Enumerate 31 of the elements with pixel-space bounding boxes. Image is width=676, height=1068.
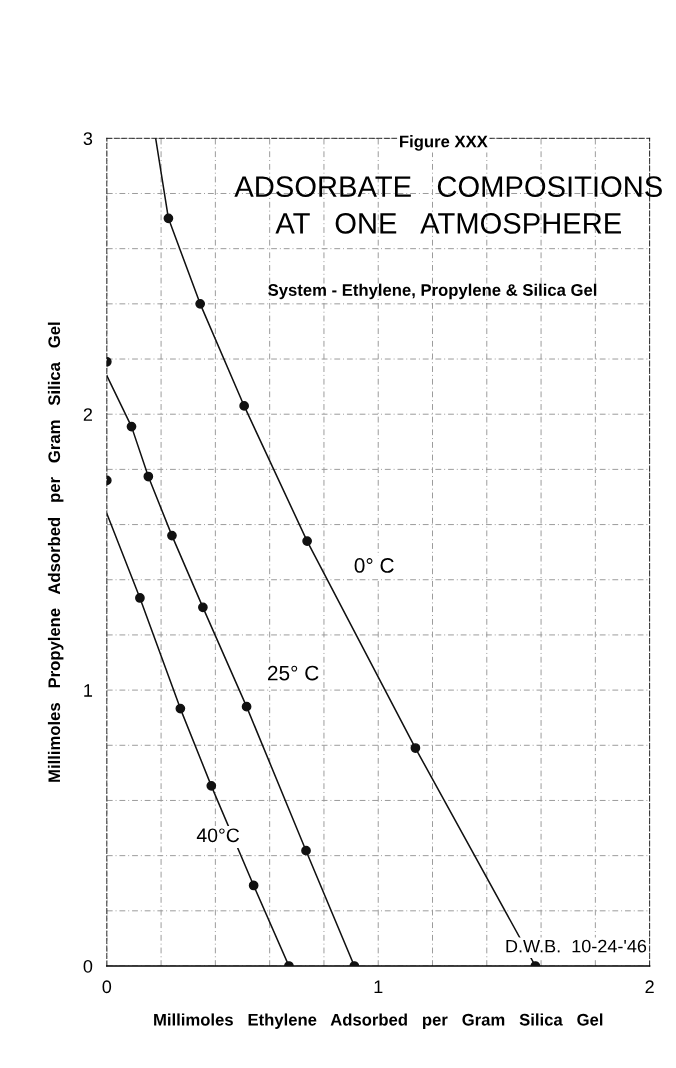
annotation: D.W.B. 10-24-'46: [506, 939, 647, 953]
y-tick-label: 3: [83, 132, 93, 146]
y-tick-label: 2: [83, 408, 93, 421]
point: [302, 536, 312, 546]
annotation: 40°C: [196, 828, 240, 843]
point: [248, 880, 259, 891]
x-axis-title: Millimoles Ethylene Adsorbed per Gram Silica Gel: [154, 1013, 603, 1029]
point: [301, 845, 311, 856]
point: [410, 743, 421, 753]
text: System - Ethylene, Propylene & Silica Gel: [268, 283, 597, 300]
point: [206, 780, 217, 791]
y-axis-title: Millimoles Propylene Adsorbed per Gram Silica Gel: [47, 322, 64, 782]
point: [198, 602, 208, 613]
point: [143, 471, 154, 482]
point: [167, 530, 177, 541]
point: [241, 701, 252, 712]
annotation: Figure XXX: [400, 135, 488, 151]
annotation: 0° C: [354, 558, 394, 573]
point: [126, 421, 137, 432]
y-tick-label: 0: [83, 959, 93, 973]
annotation: 25° C: [267, 665, 319, 681]
x-tick-label: 0: [102, 980, 112, 994]
point: [239, 401, 250, 411]
point: [163, 213, 174, 224]
y-tick-label: 1: [84, 684, 93, 697]
x-tick-label: 1: [374, 980, 383, 993]
text: ADSORBATE COMPOSITIONS AT ONE ATMOSPHERE: [234, 176, 662, 234]
x-tick-label: 2: [645, 980, 654, 993]
point: [175, 703, 186, 714]
point: [135, 593, 145, 603]
point: [195, 298, 206, 309]
